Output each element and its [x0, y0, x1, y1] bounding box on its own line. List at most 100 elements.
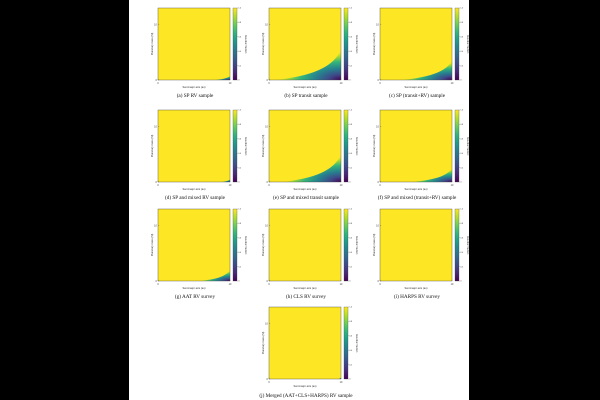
y-tick-label: 10	[376, 23, 379, 26]
y-tick-label: 0	[266, 378, 268, 381]
low-detection-region	[197, 269, 230, 281]
colorbar-tick-label: 0.4	[349, 252, 353, 254]
colorbar-tick-label: 0.2	[349, 266, 353, 268]
colorbar-tick-label: 0.8	[349, 22, 353, 24]
colorbar-tick-label: 0.2	[460, 167, 464, 169]
colorbar-tick-label: 0.6	[349, 336, 353, 338]
colorbar-tick-label: 0.4	[238, 252, 242, 254]
colorbar-tick-label: 0	[349, 379, 351, 381]
plot-frame	[379, 208, 453, 282]
y-axis-label: Planetary mass (M)	[372, 33, 376, 56]
colorbar-tick-label: 1.0	[238, 8, 242, 10]
low-detection-region	[398, 60, 452, 80]
colorbar-tick-label: 0	[238, 281, 240, 283]
y-tick-label: 10	[265, 322, 268, 325]
y-tick-label: 0	[155, 181, 157, 184]
heatmap-surface	[269, 209, 341, 281]
heatmap-chart: 0 10 0 10 Semimajor axis (au) Planetary mass …	[261, 307, 358, 388]
colorbar-tick-label: 0.2	[238, 266, 242, 268]
x-tick-label: 0	[157, 184, 159, 187]
colorbar-tick-label: 0	[349, 281, 351, 283]
colorbar-tick-label: 0.2	[349, 65, 353, 67]
colorbar-tick-label: 0.8	[349, 321, 353, 323]
colorbar-tick-label: 0.2	[349, 167, 353, 169]
caption-f: (f) SP and mixed (transit+RV) sample	[377, 195, 457, 201]
x-tick-label: 10	[340, 283, 343, 286]
y-tick-label: 0	[377, 79, 379, 82]
heatmap-chart: 0 10 0 10 Semimajor axis (au) Planetary mass …	[261, 109, 358, 191]
plot-frame	[268, 7, 342, 81]
y-tick-label: 10	[376, 125, 379, 128]
plot-frame	[379, 109, 453, 183]
y-axis-label: Planetary mass (M)	[261, 332, 265, 355]
colorbar-tick-label: 0.2	[460, 65, 464, 67]
x-axis-label: Semimajor axis (au)	[293, 384, 316, 388]
colorbar-tick-label: 0.4	[460, 153, 464, 155]
colorbar-tick-label: 0.8	[238, 223, 242, 225]
x-tick-label: 0	[379, 184, 381, 187]
colorbar-tick-label: 0.6	[349, 238, 353, 240]
y-axis-label: Planetary mass (M)	[150, 33, 154, 56]
heatmap-surface	[158, 110, 230, 182]
x-tick-label: 0	[157, 283, 159, 286]
heatmap-chart: 0 10 0 10 Semimajor axis (au) Planetary mass …	[150, 109, 247, 191]
y-tick-label: 0	[266, 79, 268, 82]
colorbar-tick-label: 0.4	[349, 51, 353, 53]
y-tick-label: 0	[155, 79, 157, 82]
y-tick-label: 10	[154, 125, 157, 128]
x-tick-label: 0	[268, 283, 270, 286]
colorbar-tick-label: 1.0	[238, 110, 242, 112]
y-tick-label: 10	[265, 125, 268, 128]
panel-c: 0 10 0 10 Semimajor axis (au) Planetary mass …	[362, 2, 472, 100]
y-axis-label: Planetary mass (M)	[150, 135, 154, 158]
colorbar	[232, 109, 238, 183]
y-tick-label: 10	[154, 224, 157, 227]
heatmap-surface	[380, 8, 452, 80]
panel-i: 0 10 0 10 Semimajor axis (au) Planetary mass …	[362, 203, 472, 301]
x-tick-label: 0	[379, 283, 381, 286]
y-axis-label: Planetary mass (M)	[150, 234, 154, 257]
colorbar-tick-label: 0.2	[460, 266, 464, 268]
x-tick-label: 10	[340, 184, 343, 187]
colorbar-label: Detection fraction	[355, 334, 358, 353]
x-tick-label: 10	[229, 184, 232, 187]
colorbar-label: Detection fraction	[466, 236, 469, 255]
colorbar-tick-label: 1.0	[349, 110, 353, 112]
colorbar	[454, 109, 460, 183]
x-axis-label: Semimajor axis (au)	[293, 187, 316, 191]
x-tick-label: 10	[229, 283, 232, 286]
colorbar	[232, 7, 238, 81]
x-axis-label: Semimajor axis (au)	[293, 85, 316, 89]
colorbar-tick-label: 0	[238, 182, 240, 184]
panel-f: 0 10 0 10 Semimajor axis (au) Planetary mass …	[362, 104, 472, 202]
colorbar-tick-label: 0	[460, 182, 462, 184]
y-axis-label: Planetary mass (M)	[261, 135, 265, 158]
colorbar	[454, 7, 460, 81]
plot-frame	[157, 109, 231, 183]
colorbar-tick-label: 0.6	[460, 238, 464, 240]
colorbar	[343, 109, 349, 183]
low-detection-region	[279, 154, 341, 182]
colorbar-tick-label: 0.4	[349, 153, 353, 155]
plot-frame	[268, 109, 342, 183]
colorbar-tick-label: 1.0	[460, 110, 464, 112]
colorbar-label: Detection fraction	[244, 137, 247, 156]
heatmap-chart: 0 10 0 10 Semimajor axis (au) Planetary mass …	[372, 109, 469, 191]
colorbar-tick-label: 0.4	[238, 51, 242, 53]
colorbar-tick-label: 1.0	[238, 209, 242, 211]
caption-a: (a) SP RV sample	[176, 93, 214, 99]
colorbar-tick-label: 0.4	[460, 252, 464, 254]
low-detection-region	[408, 168, 452, 182]
colorbar-tick-label: 0	[238, 80, 240, 82]
figure-page: 0 10 0 10 Semimajor axis (au) Planetary mass …	[129, 0, 469, 400]
y-tick-label: 0	[377, 181, 379, 184]
colorbar-label: Detection fraction	[355, 137, 358, 156]
caption-j: (j) Merged (AAT+CLS+HARPS) RV sample	[259, 393, 353, 399]
x-axis-label: Semimajor axis (au)	[182, 187, 205, 191]
plot-frame	[268, 208, 342, 282]
colorbar-label: Detection fraction	[466, 35, 469, 54]
x-axis-label: Semimajor axis (au)	[293, 286, 316, 290]
low-detection-region	[219, 179, 230, 182]
colorbar-label: Detection fraction	[355, 236, 358, 255]
x-axis-label: Semimajor axis (au)	[182, 286, 205, 290]
